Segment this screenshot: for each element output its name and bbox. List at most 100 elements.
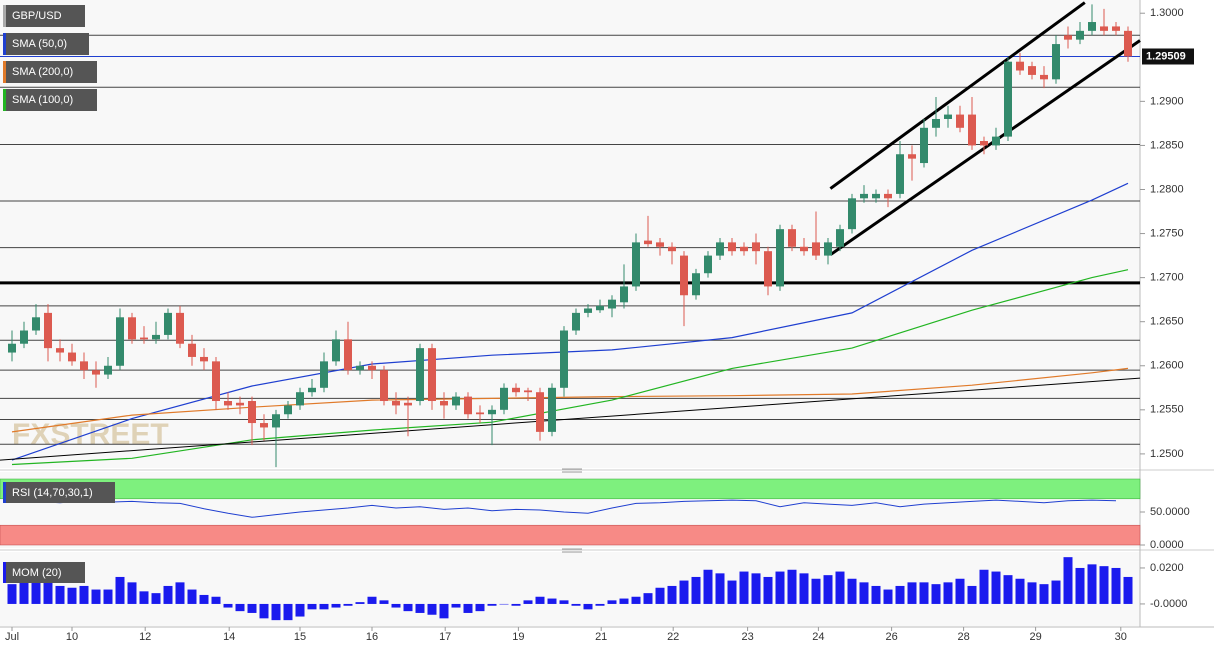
mom-bar	[619, 598, 629, 604]
candle-body	[956, 114, 964, 128]
legend-strip	[3, 89, 6, 111]
legend-strip	[3, 482, 6, 503]
legend-strip	[3, 5, 6, 27]
legend-box	[3, 89, 97, 111]
mom-bar	[199, 594, 209, 604]
mom-bar	[799, 573, 809, 604]
candle-body	[368, 365, 376, 371]
mom-bar	[751, 573, 761, 604]
legend-label: RSI (14,70,30,1)	[12, 487, 93, 499]
candle-body	[20, 330, 28, 344]
mom-bar	[151, 593, 161, 604]
watermark: FXSTREET	[12, 418, 169, 451]
candle-body	[176, 312, 184, 344]
mom-bar	[943, 582, 953, 604]
candle-body	[8, 343, 16, 353]
candle-body	[500, 387, 508, 410]
legend-box	[3, 5, 85, 27]
mom-bar	[127, 582, 137, 604]
x-tick-label: 22	[667, 631, 679, 643]
candle-body	[1088, 22, 1096, 31]
mom-bar	[259, 603, 269, 619]
candle-body	[224, 401, 232, 406]
candle-body	[548, 387, 556, 432]
candle-body	[716, 242, 724, 256]
mom-bar	[727, 580, 737, 604]
legend-box	[3, 482, 115, 503]
candle-body	[560, 330, 568, 388]
x-tick-label: 14	[223, 631, 235, 643]
mom-bar	[547, 598, 557, 604]
mom-bar	[667, 585, 677, 604]
y-tick-label: 1.2850	[1150, 139, 1184, 151]
mom-bar	[223, 603, 233, 608]
candle-body	[572, 312, 580, 331]
x-tick-label: 24	[812, 631, 824, 643]
x-tick-label: 28	[957, 631, 969, 643]
mom-bar	[823, 575, 833, 604]
mom-bar	[295, 603, 305, 617]
mom-bar	[79, 585, 89, 604]
mom-bar	[307, 603, 317, 610]
candle-body	[308, 387, 316, 393]
mom-bar	[787, 569, 797, 604]
candle-body	[860, 193, 868, 199]
mom-bar	[955, 578, 965, 604]
y-tick-label: 1.2600	[1150, 360, 1184, 372]
candle-body	[728, 242, 736, 252]
x-tick-label: 19	[512, 631, 524, 643]
candle-body	[632, 242, 640, 287]
mom-bar	[463, 603, 473, 613]
mom-bar	[919, 582, 929, 604]
candle-body	[488, 409, 496, 415]
mom-bar	[811, 578, 821, 604]
mom-bar	[175, 582, 185, 604]
legend-box	[3, 61, 97, 83]
candle-body	[992, 136, 1000, 146]
legend-strip	[3, 562, 6, 583]
mom-bar	[991, 571, 1001, 604]
mom-bar	[343, 603, 353, 606]
candle-body	[440, 401, 448, 406]
x-tick-label: Jul	[5, 631, 19, 643]
trend-line	[829, 1, 1086, 190]
rsi-line	[11, 499, 1117, 518]
mom-bar	[247, 603, 257, 613]
y-tick-label: 1.2550	[1150, 404, 1184, 416]
mom-bar	[439, 603, 449, 619]
candle-body	[104, 365, 112, 375]
mom-bar	[859, 582, 869, 604]
mom-bar	[523, 600, 533, 604]
candle-body	[1076, 30, 1084, 40]
mom-bar	[211, 596, 221, 604]
mom-bar	[931, 584, 941, 604]
candle-body	[884, 193, 892, 199]
grip[interactable]	[562, 468, 582, 473]
mom-bar	[871, 585, 881, 604]
candle-body	[812, 242, 820, 256]
mom-bar	[451, 603, 461, 608]
candle-body	[92, 370, 100, 375]
mom-bar	[679, 580, 689, 604]
y-tick-label: 1.2800	[1150, 183, 1184, 195]
mom-bar	[1015, 578, 1025, 604]
legend-label: SMA (50,0)	[12, 38, 67, 50]
mom-bar	[715, 573, 725, 604]
candle-body	[248, 401, 256, 424]
candle-body	[680, 255, 688, 296]
mom-bar	[967, 585, 977, 604]
x-tick-label: 30	[1115, 631, 1127, 643]
y-tick-label: -0.0000	[1150, 598, 1187, 610]
candle-body	[332, 339, 340, 362]
mom-bar	[31, 580, 41, 604]
trend-line	[0, 377, 1141, 461]
grip[interactable]	[562, 548, 582, 553]
candle-body	[260, 423, 268, 428]
candle-body	[920, 127, 928, 164]
candle-body	[476, 412, 484, 415]
mom-bar	[847, 578, 857, 604]
mom-bar	[91, 589, 101, 604]
mom-bar	[535, 596, 545, 604]
mom-bar	[115, 576, 125, 604]
candle-body	[140, 337, 148, 340]
